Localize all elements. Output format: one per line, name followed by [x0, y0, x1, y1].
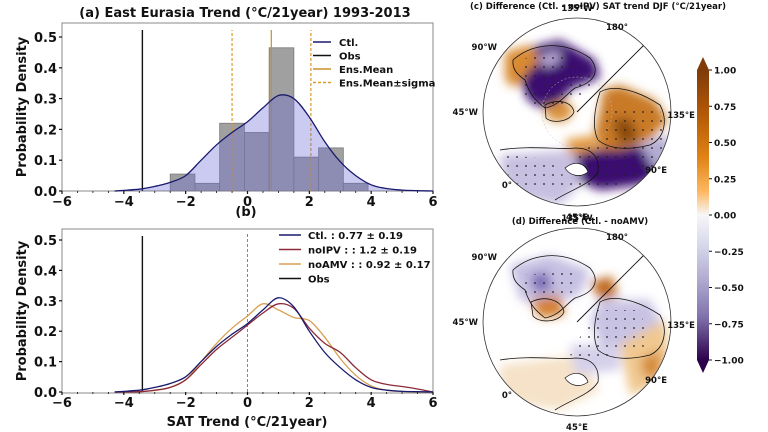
- a-xtick-label: 2: [305, 195, 314, 210]
- a-ytick-label: 0.2: [34, 123, 57, 138]
- colorbar-gradient: [697, 70, 709, 360]
- b-ytick-label: 0.3: [34, 295, 57, 310]
- panel-b: (b) 0.0 0.1 0.2 0.3 0.4 0.5 −6 −4 −2 0 2 4 6 Probab…: [15, 205, 438, 430]
- lon-label: 0°: [502, 181, 512, 191]
- map-d-title: (d) Difference (Ctl. - noAMV): [512, 217, 648, 227]
- lon-label: 45°W: [453, 318, 479, 328]
- panel-a-legend: Ctl. Obs Ens.Mean Ens.Mean±sigma: [313, 38, 435, 90]
- colorbar-tick-label: −1.00: [714, 357, 744, 367]
- panel-a: (a) East Eurasia Trend (°C/21year) 1993-…: [15, 6, 438, 210]
- lon-label: 90°E: [645, 166, 667, 176]
- lon-label: 90°W: [472, 43, 498, 53]
- histogram-bar: [318, 147, 344, 192]
- map-d: (d) Difference (Ctl. - noAMV): [453, 214, 696, 432]
- map-d-boundary: [482, 227, 672, 417]
- a-xtick-label: 6: [428, 195, 437, 210]
- colorbar-tick-label: 0.50: [714, 139, 736, 149]
- lon-label: 180°: [606, 23, 628, 33]
- colorbar-extend-min: [697, 360, 709, 373]
- map-c: (c) Difference (Ctl. - noIPV) SAT trend …: [453, 2, 727, 223]
- b-xtick-label: −6: [52, 396, 72, 411]
- map-c-meridian-180: [576, 44, 645, 113]
- colorbar-tick-label: 0.00: [714, 212, 736, 222]
- colorbar-tick-label: 0.75: [714, 103, 736, 113]
- b-xtick-label: 0: [243, 396, 252, 411]
- a-ytick-label: 0.1: [34, 154, 57, 169]
- a-ytick-label: 0.3: [34, 93, 57, 108]
- lon-label: 45°E: [566, 213, 588, 223]
- legend-label: Ctl.: [339, 38, 358, 49]
- lon-label: 90°W: [472, 253, 498, 263]
- map-d-meridian-180: [576, 254, 645, 323]
- legend-label: Ens.Mean: [339, 65, 393, 76]
- b-ytick-label: 0.4: [34, 264, 57, 279]
- lon-label: 90°E: [645, 376, 667, 386]
- series-line-noipv: [114, 302, 434, 393]
- panel-b-title: (b): [235, 205, 256, 220]
- map-c-title: (c) Difference (Ctl. - noIPV) SAT trend …: [470, 2, 726, 12]
- histogram-bar: [293, 156, 320, 192]
- colorbar-extend-max: [697, 57, 709, 70]
- lon-label: 135°E: [667, 321, 695, 331]
- a-xtick-label: −2: [176, 195, 196, 210]
- a-ytick-label: 0.0: [34, 185, 57, 200]
- a-xtick-label: 0: [243, 195, 252, 210]
- kde-fill-ctl: [114, 94, 433, 191]
- legend-label: Ens.Mean±sigma: [339, 79, 435, 90]
- lon-label: 135°E: [667, 111, 695, 121]
- b-xtick-label: 6: [428, 396, 437, 411]
- series-line-ctl: [114, 297, 434, 393]
- a-ytick-label: 0.4: [34, 62, 57, 77]
- b-ytick-label: 0.2: [34, 325, 57, 340]
- b-xtick-label: −4: [114, 396, 134, 411]
- series-line-noamv: [114, 303, 434, 393]
- colorbar: 1.00 0.75 0.50 0.25 0.00 −0.25 −0.50 −0.75 −1.00: [697, 57, 744, 373]
- lon-label: 180°: [606, 233, 628, 243]
- lon-label: 135°W: [561, 4, 593, 14]
- lon-label: 0°: [502, 391, 512, 401]
- b-xtick-label: 4: [367, 396, 376, 411]
- colorbar-tick-label: 1.00: [714, 67, 736, 77]
- lon-label: 45°W: [453, 108, 479, 118]
- panel-b-ylabel: Probability Density: [15, 240, 30, 381]
- panel-a-ylabel: Probability Density: [15, 36, 30, 177]
- colorbar-tick-label: −0.75: [714, 320, 744, 330]
- histogram-bar: [268, 47, 295, 192]
- a-xtick-label: −4: [114, 195, 134, 210]
- colorbar-tick-label: 0.25: [714, 175, 736, 185]
- colorbar-tick-label: −0.25: [714, 248, 744, 258]
- lon-label: 45°E: [566, 423, 588, 432]
- legend-label: Obs: [308, 275, 330, 286]
- b-xtick-label: 2: [305, 396, 314, 411]
- a-ytick-label: 0.5: [34, 31, 57, 46]
- a-xtick-label: −6: [52, 195, 72, 210]
- map-d-region-alaska: [590, 276, 618, 300]
- b-ytick-label: 0.1: [34, 356, 57, 371]
- b-ytick-label: 0.5: [34, 234, 57, 249]
- map-d-field: [499, 254, 671, 411]
- b-ytick-label: 0.0: [34, 386, 57, 401]
- legend-label: Ctl. : 0.77 ± 0.19: [308, 231, 403, 242]
- b-xtick-label: −2: [176, 396, 196, 411]
- legend-label: noAMV : : 0.92 ± 0.17: [308, 260, 431, 271]
- colorbar-tick-label: −0.50: [714, 284, 744, 294]
- panel-b-legend: Ctl. : 0.77 ± 0.19 noIPV : : 1.2 ± 0.19 no…: [279, 231, 431, 286]
- lon-label: 135°W: [561, 214, 593, 224]
- panel-b-xlabel: SAT Trend (°C/21year): [167, 415, 328, 430]
- panel-a-title: (a) East Eurasia Trend (°C/21year) 1993-…: [79, 6, 410, 21]
- a-xtick-label: 4: [367, 195, 376, 210]
- legend-label: Obs: [339, 52, 361, 63]
- map-c-boundary: [482, 17, 672, 207]
- kde-line-ctl: [114, 94, 434, 192]
- legend-label: noIPV : : 1.2 ± 0.19: [308, 246, 417, 257]
